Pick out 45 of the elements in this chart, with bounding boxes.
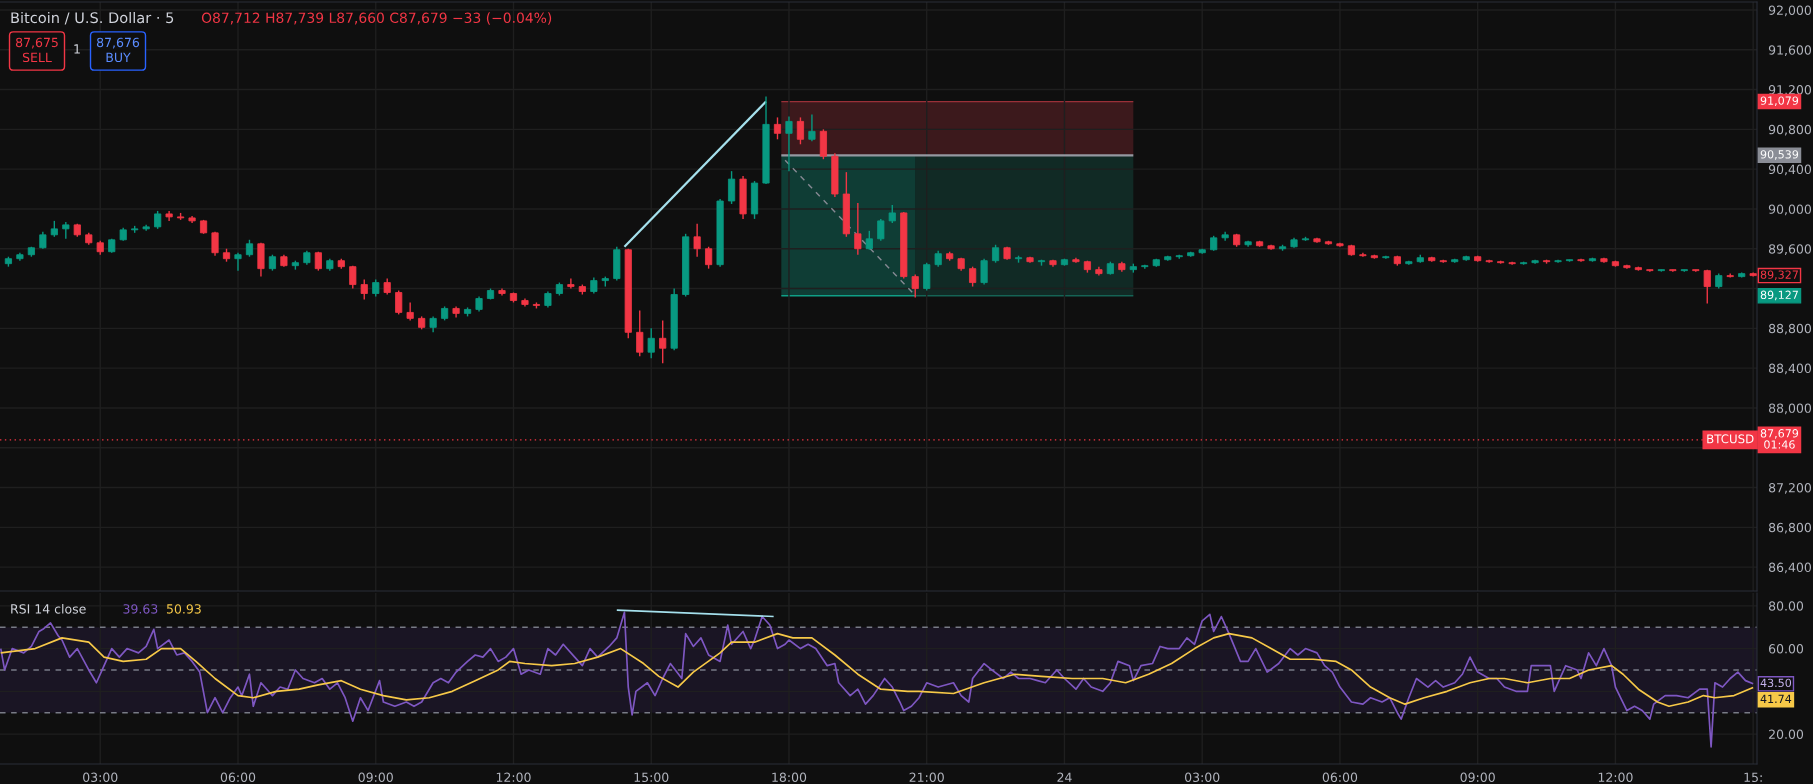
- y-tick-label: 88,800: [1768, 323, 1812, 335]
- x-tick-label: 09:00: [358, 772, 393, 783]
- text: 89,327: [1760, 270, 1798, 280]
- text: Bitcoin / U.S. Dollar · 5: [11, 11, 174, 25]
- y-tick-label: 60.00: [1768, 644, 1804, 654]
- y-tick-label: 89,600: [1768, 244, 1812, 255]
- x-tick-label: 15:: [1744, 772, 1762, 783]
- y-tick-label: 91,200: [1768, 85, 1812, 96]
- text: 90,539: [1760, 150, 1799, 160]
- text: 43.50: [1760, 678, 1792, 688]
- text: 87,679 01:46: [1760, 429, 1799, 449]
- ref-line-label: BTCUSD: [1707, 434, 1754, 444]
- y-tick-label: 90,400: [1768, 164, 1812, 176]
- annotation: 50.93: [166, 604, 201, 614]
- x-tick-label: 15:00: [634, 772, 669, 783]
- y-tick-label: 80.00: [1768, 601, 1804, 611]
- text: O87,712 H87,739 L87,660 C87,679 −33 (−0.04%): [201, 12, 552, 25]
- x-tick-label: 24: [1057, 772, 1072, 782]
- x-tick-label: 06:00: [1322, 772, 1358, 783]
- annotation: 87,676 BUY: [96, 37, 140, 63]
- x-tick-label: 03:00: [1185, 772, 1220, 783]
- y-tick-label: 86,400: [1768, 562, 1812, 574]
- x-tick-label: 12:00: [496, 772, 531, 783]
- text: 91,079: [1760, 96, 1799, 106]
- x-tick-label: 18:00: [772, 772, 807, 783]
- annotation: 39.63: [123, 604, 158, 614]
- y-tick-label: 88,000: [1768, 403, 1812, 415]
- y-tick-label: 20.00: [1769, 729, 1804, 739]
- x-tick-label: 06:00: [220, 772, 256, 783]
- x-tick-label: 12:00: [1598, 772, 1633, 783]
- y-tick-label: 90,000: [1768, 204, 1812, 216]
- text: 89,127: [1760, 290, 1798, 301]
- annotation: 1: [74, 44, 80, 54]
- x-tick-label: 03:00: [83, 772, 118, 783]
- y-tick-label: 86,800: [1768, 522, 1812, 534]
- y-tick-label: 92,000: [1768, 5, 1812, 17]
- text: RSI 14 close: [11, 603, 86, 614]
- y-tick-label: 90,800: [1768, 124, 1812, 136]
- x-tick-label: 09:00: [1460, 772, 1495, 783]
- y-tick-label: 88,400: [1768, 363, 1812, 375]
- text: 41.74: [1760, 694, 1792, 703]
- y-tick-label: 87,200: [1768, 483, 1812, 494]
- annotation: 87,675 SELL: [15, 37, 58, 63]
- y-tick-label: 91,600: [1768, 45, 1812, 56]
- x-tick-label: 21:00: [909, 772, 944, 783]
